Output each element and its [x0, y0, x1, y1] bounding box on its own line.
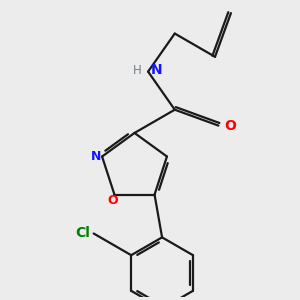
- Text: Cl: Cl: [76, 226, 91, 241]
- Text: H: H: [133, 64, 141, 76]
- Text: O: O: [225, 118, 236, 133]
- Text: O: O: [108, 194, 118, 207]
- Text: N: N: [91, 150, 102, 163]
- Text: N: N: [151, 63, 162, 77]
